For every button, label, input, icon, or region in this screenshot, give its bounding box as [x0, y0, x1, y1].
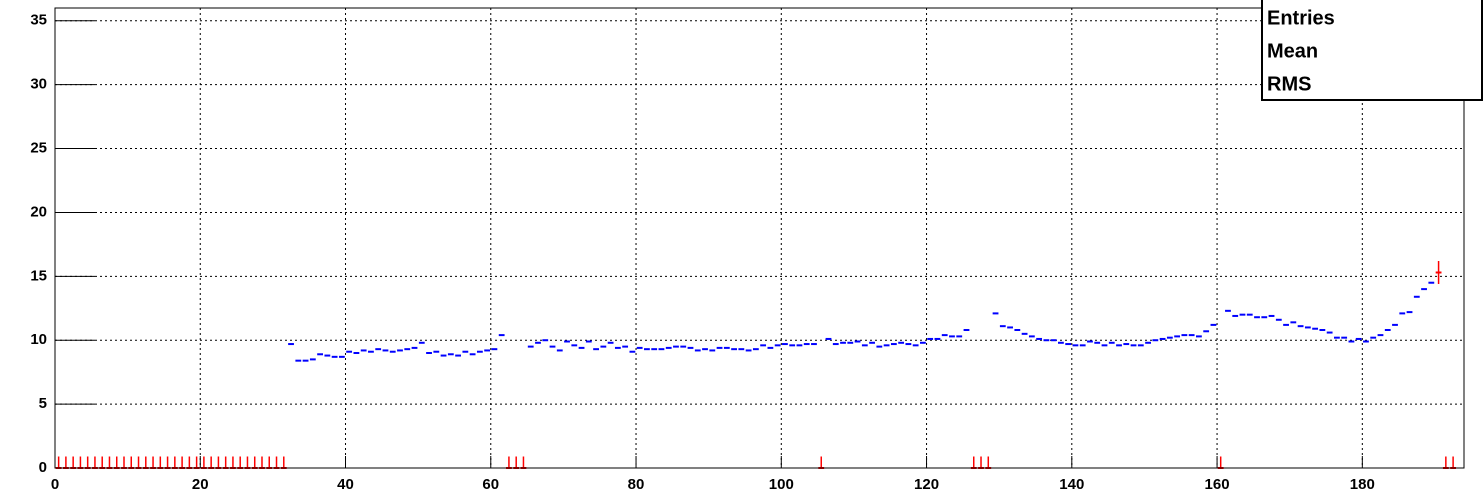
stats-box: Entries Mean RMS: [1261, 0, 1483, 101]
x-tick-label: 100: [769, 476, 794, 493]
x-tick-label: 0: [51, 476, 59, 493]
x-tick-label: 60: [482, 476, 499, 493]
x-tick-label: 180: [1350, 476, 1375, 493]
y-tick-label: 15: [30, 267, 47, 284]
frame: [54, 7, 1465, 469]
y-tick-label: 10: [30, 331, 47, 348]
x-tick-label: 160: [1205, 476, 1230, 493]
y-tick-label: 5: [39, 395, 47, 412]
x-tick-label: 40: [337, 476, 354, 493]
y-tick-label: 20: [30, 203, 47, 220]
stats-label: Entries: [1267, 7, 1335, 29]
y-tick-label: 30: [30, 76, 47, 93]
y-tick-label: 35: [30, 12, 47, 29]
x-tick-label: 120: [914, 476, 939, 493]
stats-label: RMS: [1267, 73, 1311, 95]
stats-label: Mean: [1267, 40, 1318, 62]
x-tick-label: 20: [192, 476, 209, 493]
y-tick-label: 0: [39, 459, 47, 476]
y-tick-label: 25: [30, 140, 47, 157]
x-tick-label: 140: [1059, 476, 1084, 493]
stats-frame: [1261, 0, 1483, 101]
x-tick-label: 80: [628, 476, 645, 493]
